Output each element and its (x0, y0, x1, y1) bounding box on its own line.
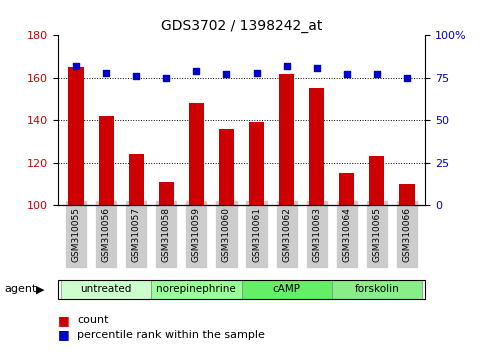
Point (253, 70, 260, 76)
Point (72, 63, 80, 69)
Text: cAMP: cAMP (272, 284, 300, 295)
Bar (309, 88, 324, 205)
Text: ▶: ▶ (36, 284, 45, 295)
Bar (219, 129, 234, 205)
Text: ■: ■ (58, 328, 70, 341)
Point (132, 73, 140, 79)
Point (343, 72, 351, 77)
Bar (339, 173, 355, 205)
Text: ■: ■ (58, 314, 70, 327)
Bar (399, 184, 414, 205)
Title: GDS3702 / 1398242_at: GDS3702 / 1398242_at (161, 19, 322, 33)
Text: forskolin: forskolin (355, 284, 399, 295)
Point (102, 70, 110, 76)
Point (403, 75, 411, 81)
Bar (99, 116, 114, 205)
Point (223, 72, 230, 77)
Bar (189, 103, 204, 205)
Text: percentile rank within the sample: percentile rank within the sample (77, 330, 265, 339)
Bar (159, 182, 174, 205)
Bar (128, 154, 144, 205)
Point (373, 72, 381, 77)
Bar (369, 156, 384, 205)
Point (283, 63, 290, 69)
Text: norepinephrine: norepinephrine (156, 284, 236, 295)
Point (162, 75, 170, 81)
Bar (249, 122, 264, 205)
Bar (279, 74, 294, 205)
Text: count: count (77, 315, 109, 325)
Text: agent: agent (5, 284, 37, 295)
Bar (69, 67, 84, 205)
Text: untreated: untreated (80, 284, 132, 295)
Point (193, 68, 200, 74)
Point (313, 65, 321, 70)
